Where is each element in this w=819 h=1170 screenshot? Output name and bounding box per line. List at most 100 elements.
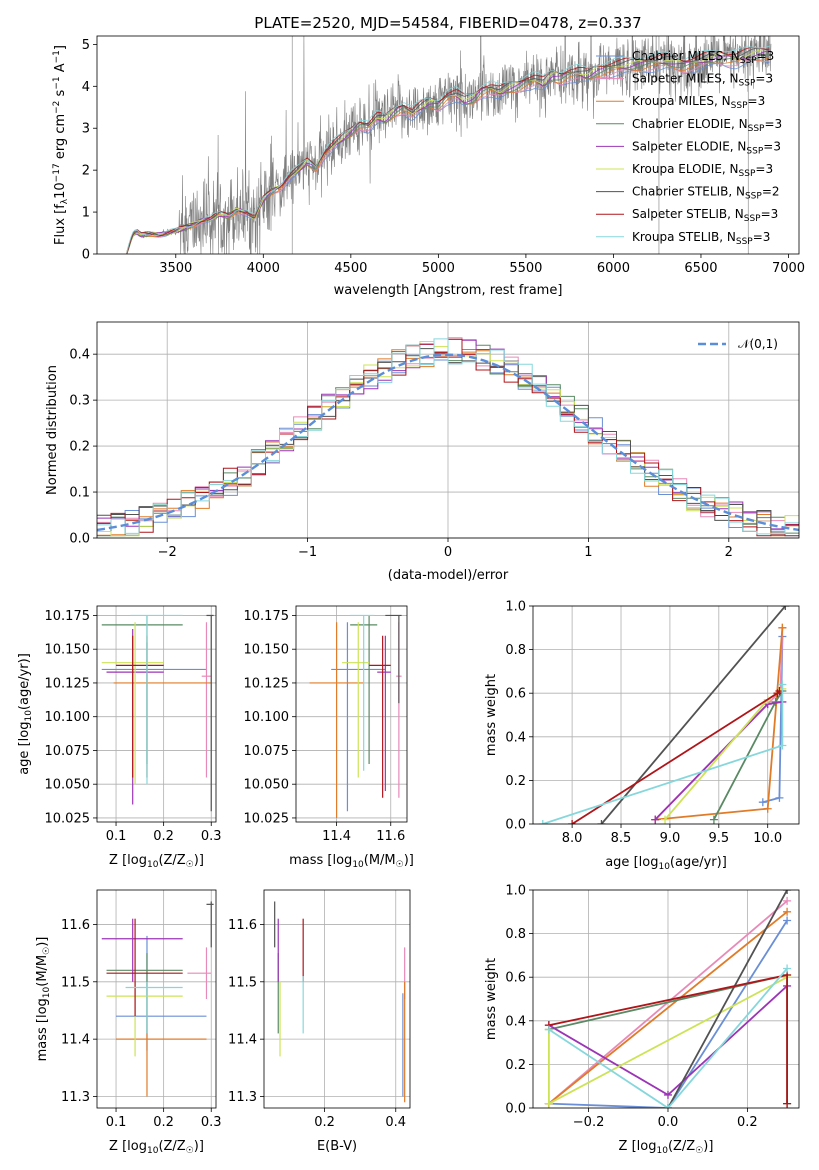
panel-weight_vs_Z: −0.2 0.0 0.2 0.0 0.2 0.4 0.6 0.8 1.0 Z [log10(Z/Z… bbox=[484, 884, 800, 1156]
x-tick-label: 0.0 bbox=[658, 1115, 679, 1130]
plot-area bbox=[544, 890, 792, 1108]
x-tick-label: −0.2 bbox=[573, 1115, 605, 1130]
y-tick-label: 0.2 bbox=[69, 440, 90, 455]
x-axis-label: Z [log10(Z/Z☉)] bbox=[109, 1139, 204, 1156]
panel-age_vs_mass: 11.4 11.6 10.025 10.050 10.075 10.100 10.125 10… bbox=[244, 605, 414, 870]
y-tick-label: 3 bbox=[82, 122, 90, 137]
y-tick-label: 0.0 bbox=[505, 1102, 526, 1117]
x-tick-label: 8.5 bbox=[611, 831, 632, 846]
x-axis-label: (data-model)/error bbox=[388, 568, 509, 583]
x-tick-label: 3500 bbox=[159, 261, 192, 276]
y-tick-label: 11.5 bbox=[228, 975, 257, 990]
weight-marker bbox=[663, 1090, 672, 1099]
model-spectrum-line bbox=[126, 45, 770, 253]
weight-marker bbox=[778, 623, 787, 632]
y-tick-label: 1.0 bbox=[505, 884, 526, 899]
axes-frame bbox=[532, 605, 800, 825]
x-tick-label: 0.3 bbox=[201, 1115, 222, 1130]
legend-label: Salpeter ELODIE, NSSP=3 bbox=[632, 139, 781, 156]
legend-label: Kroupa ELODIE, NSSP=3 bbox=[632, 162, 773, 179]
panel-mass_vs_ebv: 0.2 0.4 11.3 11.4 11.5 11.6 E(B-V) bbox=[228, 889, 411, 1154]
x-tick-label: −2 bbox=[158, 545, 177, 560]
gaussian-curve bbox=[97, 353, 799, 532]
weight-marker bbox=[783, 964, 792, 973]
y-tick-label: 10.050 bbox=[244, 778, 290, 793]
plot-background bbox=[296, 606, 407, 822]
y-tick-label: 10.075 bbox=[244, 744, 290, 759]
axes-frame bbox=[295, 605, 408, 823]
y-tick-label: 11.3 bbox=[61, 1090, 90, 1105]
weight-marker bbox=[783, 1099, 792, 1108]
y-tick-label: 11.4 bbox=[61, 1033, 90, 1048]
legend-label: 𝒩(0,1) bbox=[738, 337, 778, 351]
y-tick-label: 10.025 bbox=[45, 811, 91, 826]
weight-line bbox=[600, 606, 786, 824]
x-tick-label: 9.5 bbox=[708, 831, 729, 846]
x-axis-label: Z [log10(Z/Z☉)] bbox=[109, 853, 204, 870]
histogram-step bbox=[97, 338, 799, 535]
legend-label: Chabrier ELODIE, NSSP=3 bbox=[632, 117, 782, 134]
plot-area bbox=[538, 606, 790, 824]
y-tick-label: 10.075 bbox=[45, 744, 91, 759]
axes-frame bbox=[96, 321, 800, 539]
x-axis-label: wavelength [Angstrom, rest frame] bbox=[334, 283, 563, 298]
weight-marker bbox=[709, 815, 718, 824]
y-axis-label: mass weight bbox=[484, 958, 499, 1040]
legend-label: Chabrier MILES, NSSP=3 bbox=[632, 49, 774, 66]
x-tick-label: 5000 bbox=[422, 261, 455, 276]
x-tick-label: 0.1 bbox=[106, 829, 127, 844]
x-tick-label: 11.6 bbox=[376, 829, 405, 844]
x-tick-label: 1 bbox=[584, 545, 592, 560]
y-axis-label: Flux [fλ10−17 erg cm−2 s−1 A−1] bbox=[52, 45, 70, 245]
y-tick-label: 10.100 bbox=[45, 710, 91, 725]
plot-area bbox=[274, 901, 406, 1103]
y-tick-label: 0.8 bbox=[505, 927, 526, 942]
y-tick-label: 10.050 bbox=[45, 778, 91, 793]
plot-area bbox=[309, 614, 402, 818]
weight-marker bbox=[783, 890, 792, 894]
panel-age_vs_Z: 0.1 0.2 0.3 10.025 10.050 10.075 10.100 10.125 1… bbox=[17, 605, 222, 870]
x-tick-label: 0.2 bbox=[153, 1115, 174, 1130]
weight-marker bbox=[538, 820, 547, 824]
y-tick-label: 0.0 bbox=[69, 532, 90, 547]
y-axis-label: Normed distribution bbox=[45, 365, 60, 495]
y-axis-label: mass weight bbox=[484, 674, 499, 756]
y-tick-label: 10.150 bbox=[244, 643, 290, 658]
y-tick-label: 11.5 bbox=[61, 975, 90, 990]
y-tick-label: 0.1 bbox=[69, 486, 90, 501]
legend-label: Kroupa MILES, NSSP=3 bbox=[632, 94, 765, 111]
weight-marker bbox=[783, 916, 792, 925]
weight-marker bbox=[783, 896, 792, 905]
axes-frame bbox=[96, 35, 800, 255]
axes-frame bbox=[96, 605, 217, 823]
x-tick-label: 4500 bbox=[334, 261, 367, 276]
plot-background bbox=[97, 606, 216, 822]
axes-frame bbox=[96, 889, 217, 1109]
y-tick-label: 1.0 bbox=[505, 600, 526, 615]
x-tick-label: 5500 bbox=[509, 261, 542, 276]
weight-marker bbox=[781, 606, 790, 610]
x-tick-label: 7000 bbox=[772, 261, 805, 276]
axes-frame bbox=[532, 889, 800, 1109]
y-tick-label: 1 bbox=[82, 206, 90, 221]
x-tick-label: 4000 bbox=[247, 261, 280, 276]
x-tick-label: −1 bbox=[298, 545, 317, 560]
weight-marker bbox=[778, 741, 787, 750]
legend-label: Salpeter MILES, NSSP=3 bbox=[632, 72, 773, 89]
figure-title: PLATE=2520, MJD=54584, FIBERID=0478, z=0… bbox=[254, 14, 641, 32]
panel-spectrum: 3500 4000 4500 5000 5500 6000 6500 7000 0 1 2 3 4 5 wa… bbox=[52, 35, 805, 298]
x-tick-label: 8.0 bbox=[562, 831, 583, 846]
x-tick-label: 0.2 bbox=[153, 829, 174, 844]
weight-line bbox=[548, 911, 788, 1105]
y-tick-label: 10.025 bbox=[244, 811, 290, 826]
plot-background bbox=[533, 890, 799, 1108]
y-tick-label: 10.100 bbox=[244, 710, 290, 725]
y-tick-label: 0.0 bbox=[505, 818, 526, 833]
y-tick-label: 10.175 bbox=[244, 609, 290, 624]
x-tick-label: 2 bbox=[725, 545, 733, 560]
x-axis-label: Z [log10(Z/Z☉)] bbox=[619, 1139, 714, 1156]
y-tick-label: 0.4 bbox=[69, 348, 90, 363]
weight-marker bbox=[568, 820, 577, 824]
x-axis-label: age [log10(age/yr)] bbox=[605, 855, 727, 872]
